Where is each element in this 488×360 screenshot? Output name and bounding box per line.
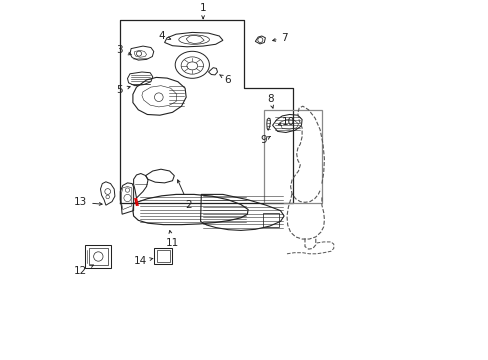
Text: 5: 5	[116, 85, 130, 95]
Text: 8: 8	[266, 94, 273, 108]
Bar	[264, 110, 321, 203]
Bar	[154, 248, 171, 264]
Text: 1: 1	[200, 3, 206, 19]
Text: 10: 10	[278, 117, 294, 127]
Text: 11: 11	[165, 230, 179, 248]
Text: 4: 4	[158, 31, 170, 41]
Text: 6: 6	[219, 75, 231, 85]
Text: 9: 9	[260, 135, 269, 145]
Bar	[156, 250, 169, 262]
Bar	[85, 245, 111, 268]
Text: 2: 2	[177, 180, 192, 210]
Text: 7: 7	[272, 33, 287, 43]
Text: 14: 14	[134, 256, 153, 266]
Text: 13: 13	[74, 197, 102, 207]
Text: 3: 3	[116, 45, 131, 55]
Text: 12: 12	[74, 265, 93, 276]
Bar	[262, 213, 278, 227]
Bar	[89, 248, 107, 265]
